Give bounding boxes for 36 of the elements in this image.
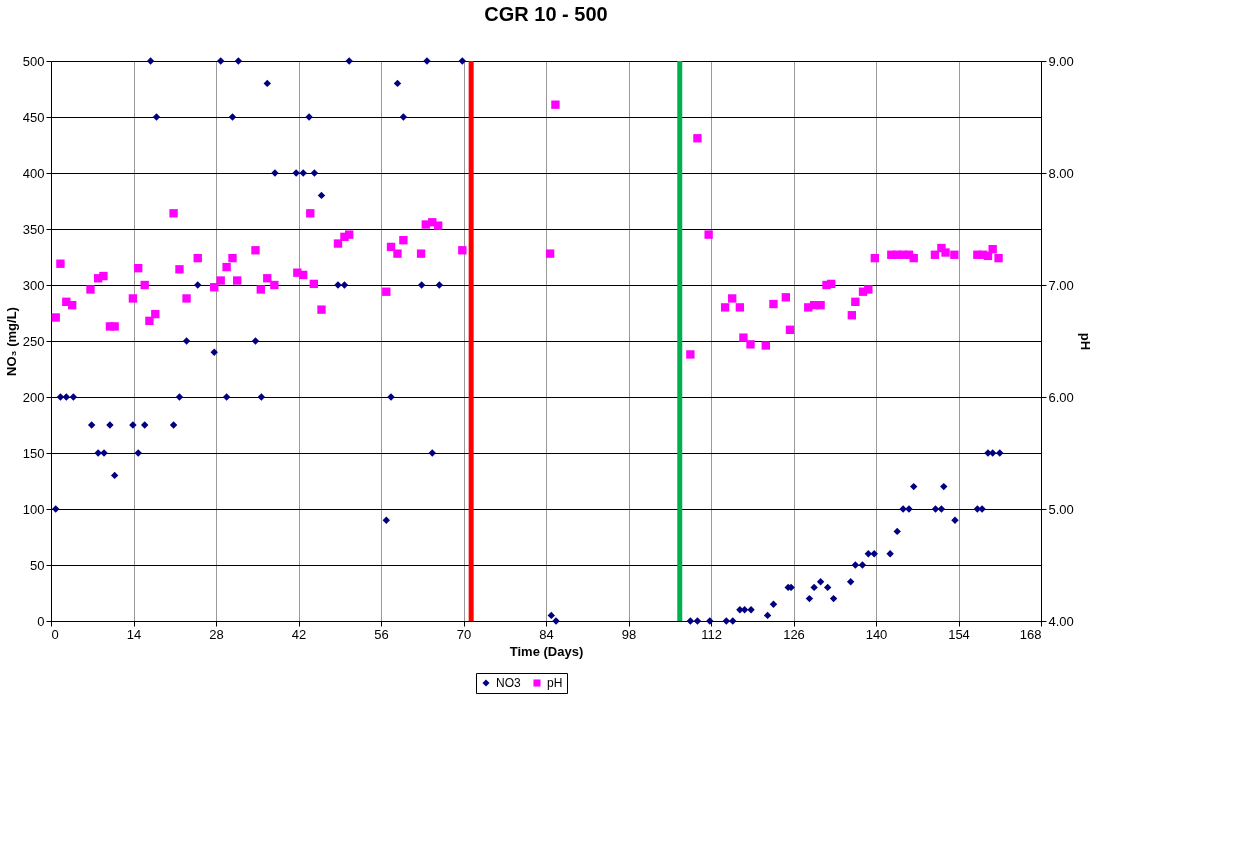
y2-tick-label: 6.00 [1048,389,1074,405]
x-tick-label: 84 [539,626,554,642]
x-tick-label: 14 [126,626,142,642]
y2-tick-label: 4.00 [1048,613,1074,629]
legend-label: NO3 [496,676,521,690]
x-tick-label: 56 [374,626,389,642]
y-tick-label: 450 [22,109,45,125]
x-axis-title: Time (Days) [509,643,584,659]
y-tick-label: 400 [22,165,45,181]
x-tick-label: 126 [783,626,805,642]
x-tick-label: 154 [948,626,970,642]
y-tick-label: 250 [22,333,45,349]
y-tick-label: 0 [37,613,45,629]
y2-axis-title: pH [1077,332,1093,351]
y2-tick-label: 8.00 [1048,165,1074,181]
y-tick-label: 200 [22,389,45,405]
x-tick-label: 0 [51,626,59,642]
y2-tick-label: 9.00 [1048,53,1074,69]
legend-label: pH [547,676,563,690]
x-tick-label: 168 [1019,626,1042,642]
chart-title: CGR 10 - 500 [484,3,608,25]
y-tick-label: 350 [22,221,45,237]
y-tick-label: 500 [22,53,45,69]
x-tick-label: 98 [621,626,637,642]
y-tick-label: 300 [22,277,45,293]
x-tick-label: 112 [701,626,722,642]
y-axis-title: NO₃ (mg/L) [3,307,19,376]
y2-tick-label: 5.00 [1048,501,1074,517]
x-tick-label: 28 [209,626,224,642]
y-tick-label: 150 [22,445,45,461]
y-tick-label: 100 [22,501,45,517]
y2-tick-label: 7.00 [1048,277,1074,293]
x-tick-label: 140 [865,626,888,642]
y-tick-label: 50 [30,557,45,573]
x-tick-label: 42 [291,626,307,642]
x-tick-label: 70 [456,626,472,642]
